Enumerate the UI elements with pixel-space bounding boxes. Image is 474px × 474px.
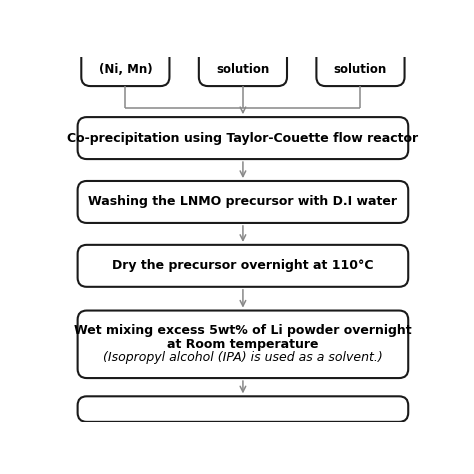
- Text: (Ni, Mn): (Ni, Mn): [99, 63, 152, 76]
- FancyBboxPatch shape: [82, 42, 169, 86]
- FancyBboxPatch shape: [78, 310, 408, 378]
- FancyBboxPatch shape: [78, 245, 408, 287]
- FancyBboxPatch shape: [78, 396, 408, 422]
- Text: solution: solution: [216, 63, 270, 76]
- Text: Wet mixing excess 5wt% of Li powder overnight: Wet mixing excess 5wt% of Li powder over…: [74, 324, 412, 337]
- Text: solution: solution: [334, 63, 387, 76]
- FancyBboxPatch shape: [78, 181, 408, 223]
- FancyBboxPatch shape: [78, 117, 408, 159]
- Text: (Isopropyl alcohol (IPA) is used as a solvent.): (Isopropyl alcohol (IPA) is used as a so…: [103, 351, 383, 365]
- Text: Co-precipitation using Taylor-Couette flow reactor: Co-precipitation using Taylor-Couette fl…: [67, 132, 419, 145]
- FancyBboxPatch shape: [316, 42, 405, 86]
- Text: at Room temperature: at Room temperature: [167, 338, 319, 351]
- Text: Dry the precursor overnight at 110°C: Dry the precursor overnight at 110°C: [112, 259, 374, 273]
- Text: Washing the LNMO precursor with D.I water: Washing the LNMO precursor with D.I wate…: [89, 195, 397, 209]
- FancyBboxPatch shape: [199, 42, 287, 86]
